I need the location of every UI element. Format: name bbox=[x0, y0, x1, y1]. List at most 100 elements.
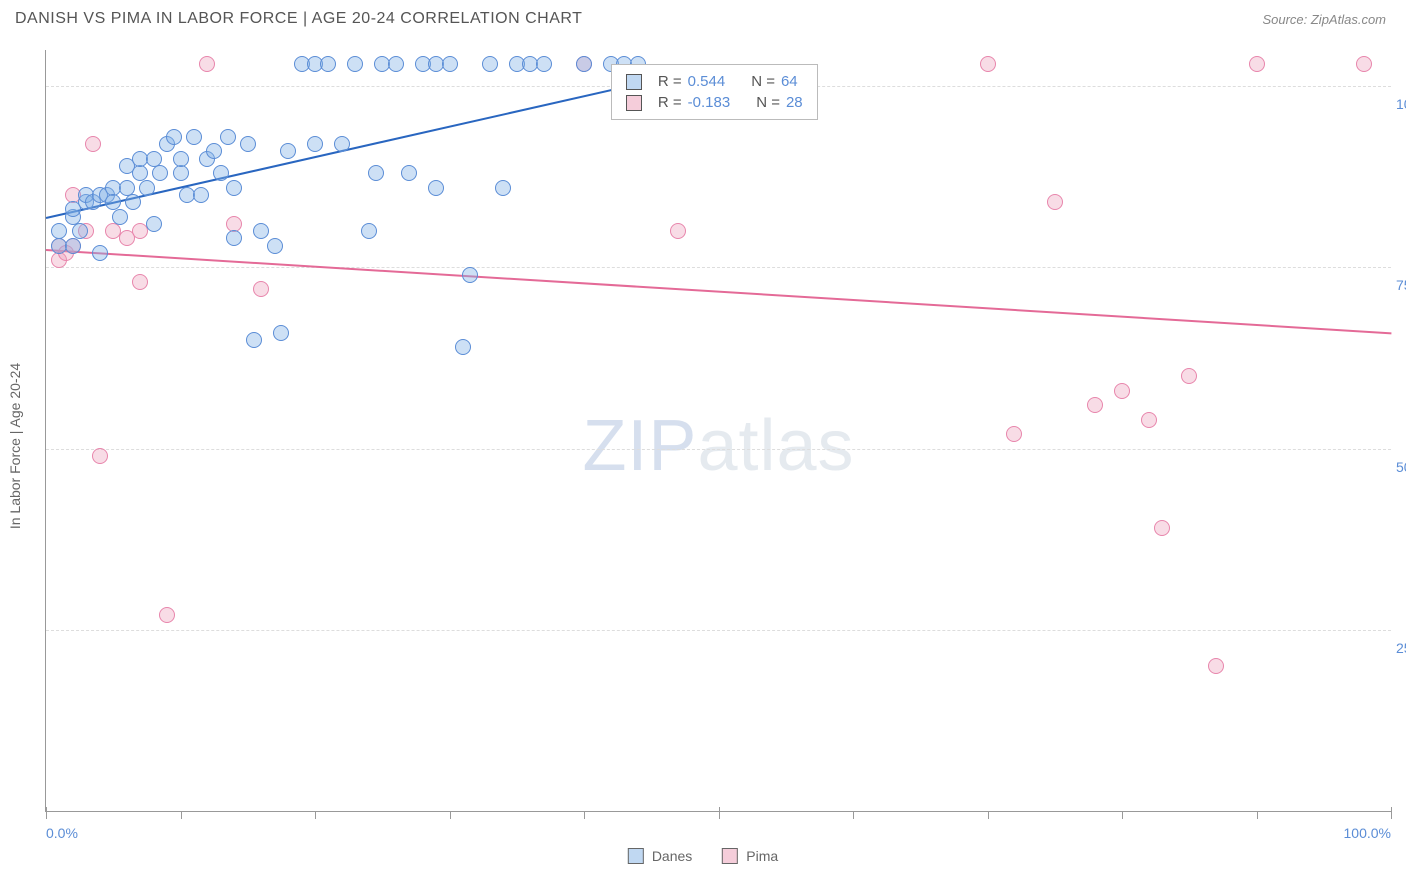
chart-legend: Danes Pima bbox=[628, 848, 778, 864]
y-axis-label: In Labor Force | Age 20-24 bbox=[7, 363, 23, 529]
data-point[interactable] bbox=[220, 129, 236, 145]
data-point[interactable] bbox=[240, 136, 256, 152]
data-point[interactable] bbox=[253, 281, 269, 297]
legend-swatch-danes bbox=[628, 848, 644, 864]
data-point[interactable] bbox=[334, 136, 350, 152]
data-point[interactable] bbox=[1208, 658, 1224, 674]
data-point[interactable] bbox=[186, 129, 202, 145]
data-point[interactable] bbox=[368, 165, 384, 181]
data-point[interactable] bbox=[1087, 397, 1103, 413]
stats-swatch-pima bbox=[626, 95, 642, 111]
legend-swatch-pima bbox=[722, 848, 738, 864]
legend-item-pima[interactable]: Pima bbox=[722, 848, 778, 864]
data-point[interactable] bbox=[361, 223, 377, 239]
data-point[interactable] bbox=[1249, 56, 1265, 72]
data-point[interactable] bbox=[462, 267, 478, 283]
data-point[interactable] bbox=[428, 180, 444, 196]
stats-r-value: -0.183 bbox=[688, 94, 731, 111]
trend-line bbox=[46, 249, 1391, 334]
data-point[interactable] bbox=[267, 238, 283, 254]
data-point[interactable] bbox=[92, 448, 108, 464]
data-point[interactable] bbox=[159, 607, 175, 623]
data-point[interactable] bbox=[347, 56, 363, 72]
stats-row-danes: R = 0.544N = 64 bbox=[626, 71, 803, 92]
xtick bbox=[1122, 811, 1123, 819]
data-point[interactable] bbox=[125, 194, 141, 210]
gridline bbox=[46, 630, 1391, 631]
data-point[interactable] bbox=[980, 56, 996, 72]
gridline bbox=[46, 449, 1391, 450]
xtick bbox=[584, 811, 585, 819]
watermark: ZIPatlas bbox=[582, 405, 854, 487]
xtick bbox=[853, 811, 854, 819]
xtick bbox=[46, 807, 47, 819]
data-point[interactable] bbox=[670, 223, 686, 239]
data-point[interactable] bbox=[72, 223, 88, 239]
data-point[interactable] bbox=[226, 230, 242, 246]
xtick bbox=[1257, 811, 1258, 819]
data-point[interactable] bbox=[85, 136, 101, 152]
correlation-stats-box: R = 0.544N = 64R = -0.183N = 28 bbox=[611, 64, 818, 120]
data-point[interactable] bbox=[482, 56, 498, 72]
data-point[interactable] bbox=[206, 143, 222, 159]
data-point[interactable] bbox=[132, 274, 148, 290]
data-point[interactable] bbox=[1114, 383, 1130, 399]
data-point[interactable] bbox=[199, 56, 215, 72]
data-point[interactable] bbox=[173, 151, 189, 167]
data-point[interactable] bbox=[112, 209, 128, 225]
data-point[interactable] bbox=[1141, 412, 1157, 428]
data-point[interactable] bbox=[388, 56, 404, 72]
data-point[interactable] bbox=[280, 143, 296, 159]
xtick bbox=[315, 811, 316, 819]
watermark-zip: ZIP bbox=[582, 406, 697, 486]
stats-r-label: R = bbox=[658, 94, 682, 111]
xtick bbox=[988, 811, 989, 819]
data-point[interactable] bbox=[253, 223, 269, 239]
data-point[interactable] bbox=[92, 245, 108, 261]
data-point[interactable] bbox=[65, 238, 81, 254]
data-point[interactable] bbox=[193, 187, 209, 203]
data-point[interactable] bbox=[576, 56, 592, 72]
data-point[interactable] bbox=[1006, 426, 1022, 442]
data-point[interactable] bbox=[226, 180, 242, 196]
xtick bbox=[450, 811, 451, 819]
xtick bbox=[1391, 807, 1392, 819]
data-point[interactable] bbox=[1356, 56, 1372, 72]
stats-row-pima: R = -0.183N = 28 bbox=[626, 92, 803, 113]
data-point[interactable] bbox=[139, 180, 155, 196]
gridline bbox=[46, 267, 1391, 268]
data-point[interactable] bbox=[213, 165, 229, 181]
stats-r-value: 0.544 bbox=[688, 73, 726, 90]
data-point[interactable] bbox=[1181, 368, 1197, 384]
data-point[interactable] bbox=[246, 332, 262, 348]
xtick bbox=[181, 811, 182, 819]
watermark-atlas: atlas bbox=[697, 406, 854, 486]
legend-label-pima: Pima bbox=[746, 848, 778, 864]
data-point[interactable] bbox=[173, 165, 189, 181]
data-point[interactable] bbox=[146, 216, 162, 232]
ytick-label: 25.0% bbox=[1396, 640, 1406, 656]
data-point[interactable] bbox=[51, 223, 67, 239]
data-point[interactable] bbox=[320, 56, 336, 72]
data-point[interactable] bbox=[166, 129, 182, 145]
data-point[interactable] bbox=[455, 339, 471, 355]
xtick-label-min: 0.0% bbox=[46, 825, 78, 841]
chart-header: DANISH VS PIMA IN LABOR FORCE | AGE 20-2… bbox=[0, 0, 1406, 36]
data-point[interactable] bbox=[495, 180, 511, 196]
data-point[interactable] bbox=[401, 165, 417, 181]
legend-item-danes[interactable]: Danes bbox=[628, 848, 692, 864]
data-point[interactable] bbox=[273, 325, 289, 341]
ytick-label: 50.0% bbox=[1396, 459, 1406, 475]
ytick-label: 100.0% bbox=[1396, 96, 1406, 112]
stats-n-label: N = bbox=[756, 94, 780, 111]
data-point[interactable] bbox=[152, 165, 168, 181]
data-point[interactable] bbox=[1154, 520, 1170, 536]
legend-label-danes: Danes bbox=[652, 848, 692, 864]
data-point[interactable] bbox=[536, 56, 552, 72]
xtick-label-max: 100.0% bbox=[1344, 825, 1391, 841]
data-point[interactable] bbox=[307, 136, 323, 152]
data-point[interactable] bbox=[1047, 194, 1063, 210]
scatter-chart: ZIPatlas 25.0%50.0%75.0%100.0%0.0%100.0%… bbox=[45, 50, 1391, 812]
stats-swatch-danes bbox=[626, 74, 642, 90]
data-point[interactable] bbox=[442, 56, 458, 72]
